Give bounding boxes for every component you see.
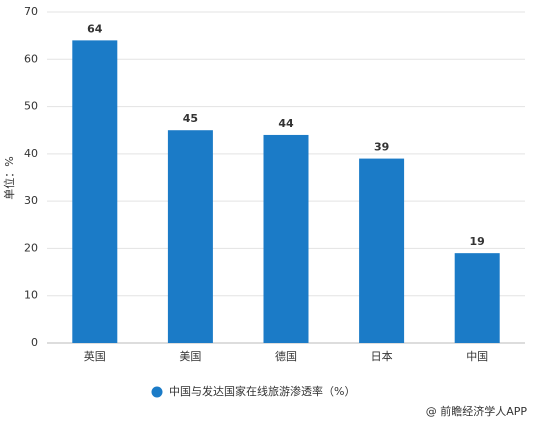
source: @ 前瞻经济学人APP	[426, 404, 528, 418]
y-tick-label: 0	[31, 336, 38, 349]
legend-marker	[151, 386, 163, 398]
bar	[359, 158, 405, 343]
y-tick-label: 10	[24, 289, 38, 302]
y-tick-label: 50	[24, 100, 38, 113]
legend-label: 中国与发达国家在线旅游渗透率（%）	[169, 384, 355, 398]
x-tick-label: 美国	[179, 350, 201, 363]
x-tick-label: 德国	[275, 349, 297, 363]
value-label: 44	[278, 117, 294, 130]
y-tick-label: 30	[24, 194, 38, 207]
y-tick-label: 40	[24, 147, 38, 160]
bar	[454, 253, 500, 343]
value-label: 39	[374, 141, 389, 154]
bar	[72, 40, 118, 343]
x-tick-label: 日本	[371, 349, 393, 363]
x-tick-label: 中国	[466, 350, 488, 363]
y-axis-title: 单位：%	[2, 156, 16, 199]
bar	[263, 134, 309, 343]
value-label: 45	[183, 112, 198, 125]
value-label: 19	[470, 235, 485, 248]
y-tick-label: 20	[24, 241, 38, 254]
y-tick-label: 60	[24, 52, 38, 65]
x-tick-label: 英国	[84, 349, 106, 363]
value-label: 64	[87, 22, 103, 35]
bar	[167, 130, 213, 343]
y-tick-label: 70	[24, 5, 38, 18]
